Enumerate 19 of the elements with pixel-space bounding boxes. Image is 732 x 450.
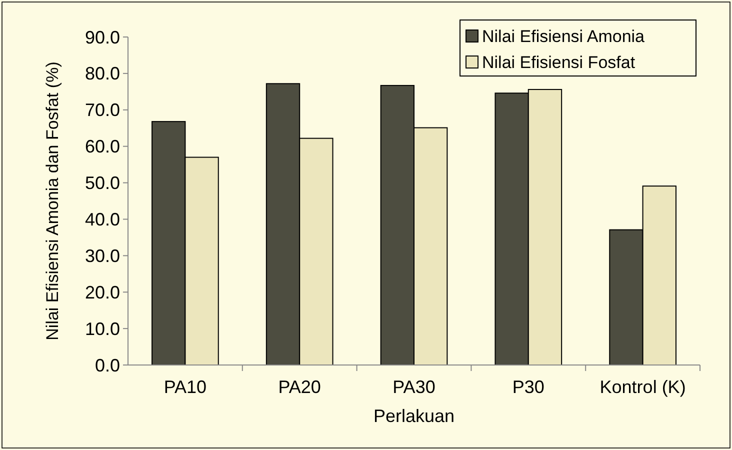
- x-tick-label: Kontrol (K): [600, 377, 686, 397]
- x-axis-title: Perlakuan: [373, 406, 455, 426]
- y-tick-label: 30.0: [84, 246, 120, 266]
- y-tick-label: 40.0: [84, 210, 120, 230]
- x-tick-label: PA30: [392, 377, 436, 397]
- x-tick-label: P30: [512, 377, 544, 397]
- y-tick-label: 10.0: [84, 318, 120, 339]
- y-tick-label: 80.0: [84, 64, 120, 84]
- y-tick-label: 90.0: [84, 27, 120, 48]
- y-tick-label: 60.0: [84, 136, 120, 157]
- y-tick-label: 50.0: [84, 173, 120, 194]
- y-tick-label: 20.0: [84, 282, 120, 302]
- legend-label: Nilai Efisiensi Amonia: [482, 26, 646, 46]
- y-tick-label: 70.0: [84, 100, 120, 120]
- legend-label: Nilai Efisiensi Fosfat: [482, 52, 636, 72]
- y-axis-title: Nilai Efisiensi Amonia dan Fosfat (%): [43, 62, 62, 340]
- y-tick-label: 0.0: [94, 355, 120, 376]
- x-tick-label: PA20: [278, 377, 321, 397]
- x-tick-label: PA10: [164, 377, 207, 397]
